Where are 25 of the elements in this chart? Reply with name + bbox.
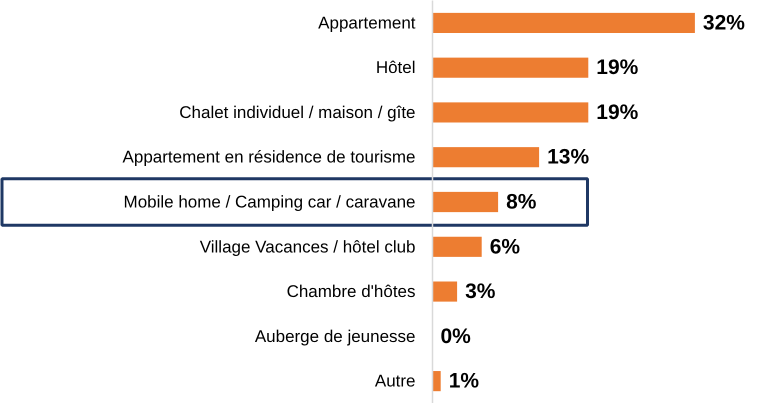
- data-label: 0%: [440, 324, 472, 348]
- bar: [432, 281, 458, 302]
- bar: [432, 236, 482, 257]
- data-label: 19%: [596, 100, 639, 124]
- y-tick-label: Chambre d'hôtes: [286, 282, 416, 302]
- bar: [432, 147, 540, 168]
- data-label: 6%: [490, 235, 520, 258]
- data-label: 3%: [465, 280, 496, 304]
- bar: [432, 102, 588, 123]
- y-tick-label: Appartement: [318, 13, 416, 32]
- data-label: 8%: [506, 190, 537, 214]
- y-tick-label: Village Vacances / hôtel club: [200, 237, 416, 256]
- data-label: 32%: [702, 11, 746, 34]
- y-tick-label: Auberge de jeunesse: [254, 326, 416, 346]
- y-tick-label: Mobile home / Camping car / caravane: [124, 192, 416, 212]
- bar: [432, 58, 588, 78]
- data-label: 13%: [547, 146, 590, 169]
- y-tick-label: Autre: [374, 372, 416, 391]
- data-label: 1%: [448, 370, 480, 393]
- y-tick-label: Appartement en résidence de tourisme: [122, 148, 416, 167]
- data-label: 19%: [596, 56, 639, 80]
- y-tick-label: Hôtel: [376, 58, 416, 78]
- bar: [432, 12, 695, 33]
- y-tick-label: Chalet individuel / maison / gîte: [179, 102, 416, 122]
- bar: [432, 192, 498, 212]
